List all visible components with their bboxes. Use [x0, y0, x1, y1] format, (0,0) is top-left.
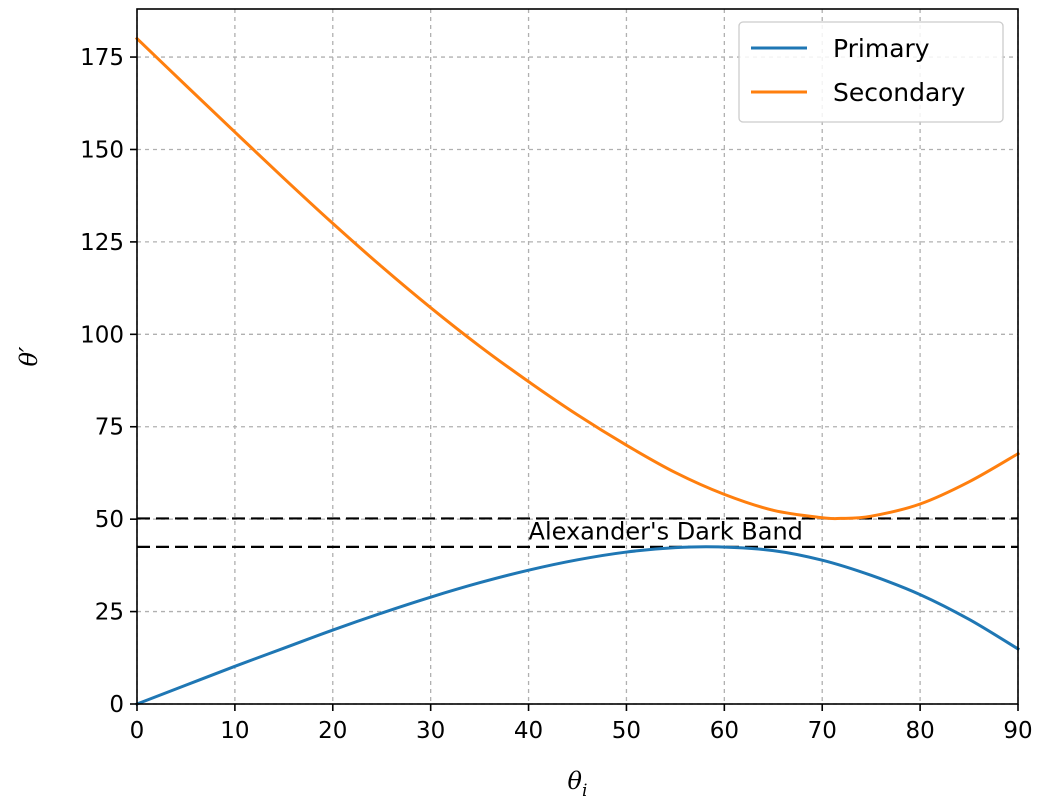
y-tick-label: 50 — [95, 507, 124, 533]
annotation-label: Alexander's Dark Band — [529, 517, 803, 545]
annotation-layer: Alexander's Dark Band — [529, 517, 803, 545]
x-tick-label: 0 — [130, 718, 145, 744]
y-tick-label: 175 — [80, 45, 124, 71]
plot-frame — [136, 8, 1019, 705]
x-tick-label: 90 — [1003, 718, 1032, 744]
x-tick-label: 40 — [514, 718, 543, 744]
tick-layer: 0 10 20 30 40 50 60 70 80 90 0 25 50 75 100 125 150 175 — [80, 45, 1033, 744]
x-tick-label: 70 — [808, 718, 837, 744]
x-tick-label: 60 — [710, 718, 739, 744]
y-tick-label: 100 — [80, 322, 124, 348]
legend-label-secondary: Secondary — [833, 78, 966, 107]
legend: Primary Secondary — [738, 21, 1004, 123]
y-tick-label: 150 — [80, 137, 124, 163]
x-tick-label: 80 — [905, 718, 934, 744]
x-tick-label: 20 — [318, 718, 347, 744]
series-line-primary — [135, 545, 1021, 706]
y-tick-label: 25 — [95, 600, 124, 626]
series-line-secondary — [134, 36, 1021, 521]
series-layer — [134, 36, 1021, 706]
y-tick-label: 0 — [109, 692, 124, 718]
axis-label-layer: θi θ′ — [15, 346, 587, 796]
y-tick-label: 75 — [95, 415, 124, 441]
x-tick-label: 30 — [416, 718, 445, 744]
reference-lines — [137, 517, 1018, 548]
x-axis-label: θi — [568, 767, 588, 796]
x-tick-label: 50 — [612, 718, 641, 744]
x-tick-label: 10 — [220, 718, 249, 744]
y-tick-label: 125 — [80, 230, 124, 256]
y-axis-label: θ′ — [15, 346, 43, 366]
legend-label-primary: Primary — [833, 34, 930, 63]
